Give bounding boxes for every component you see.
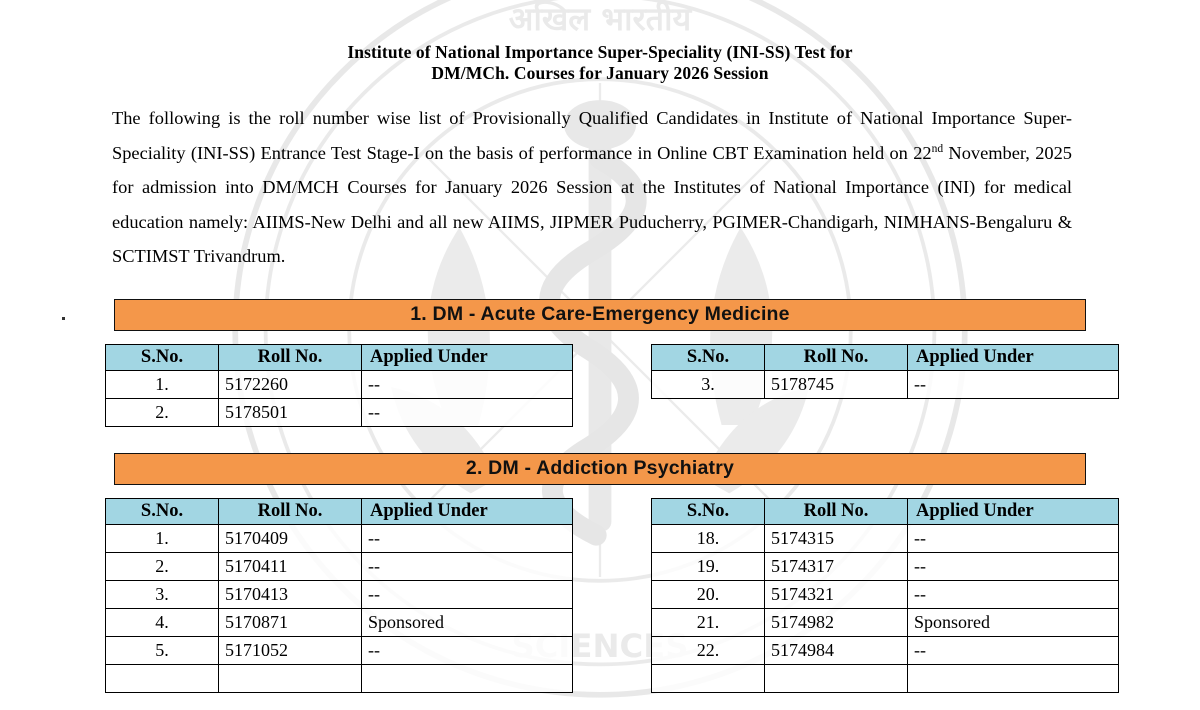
section-1-right-table: S.No. Roll No. Applied Under 3. 5178745 …	[651, 343, 1119, 399]
cell-sno: 4.	[105, 607, 219, 637]
cell-applied-under: --	[907, 523, 1119, 553]
cell-roll-no: 5170409	[218, 523, 362, 553]
column-header-roll-no: Roll No.	[218, 497, 362, 525]
cell-roll-no: 5170871	[218, 607, 362, 637]
cell-sno: 2.	[105, 397, 219, 427]
column-header-roll-no: Roll No.	[764, 497, 908, 525]
cell-roll-no: 5174982	[764, 607, 908, 637]
cell-sno: 1.	[105, 369, 219, 399]
margin-dot-mark	[62, 317, 65, 320]
cell-sno: 22.	[651, 635, 765, 665]
cell-sno: 21.	[651, 607, 765, 637]
table-row: 21. 5174982 Sponsored	[651, 607, 1119, 637]
column-header-applied-under: Applied Under	[907, 497, 1119, 525]
page-title-line-2: DM/MCh. Courses for January 2026 Session	[431, 63, 769, 83]
cell-applied-under: --	[361, 579, 573, 609]
cell-applied-under: --	[907, 369, 1119, 399]
cell-applied-under: --	[361, 635, 573, 665]
table-row: 4. 5170871 Sponsored	[105, 607, 573, 637]
intro-paragraph: The following is the roll number wise li…	[112, 101, 1072, 274]
cell-roll-no: 5174315	[764, 523, 908, 553]
intro-text-part-2: November, 2025 for admission into DM/MCH…	[112, 142, 1072, 267]
cell-roll-no	[764, 663, 908, 693]
table-row: 3. 5170413 --	[105, 579, 573, 609]
cell-sno: 18.	[651, 523, 765, 553]
table-row: 22. 5174984 --	[651, 635, 1119, 665]
column-header-roll-no: Roll No.	[764, 343, 908, 371]
cell-roll-no: 5172260	[218, 369, 362, 399]
table-row: 2. 5170411 --	[105, 551, 573, 581]
cell-applied-under: --	[907, 635, 1119, 665]
cell-sno: 2.	[105, 551, 219, 581]
cell-sno: 3.	[105, 579, 219, 609]
cell-sno: 20.	[651, 579, 765, 609]
cell-roll-no: 5174321	[764, 579, 908, 609]
section-1-tables: S.No. Roll No. Applied Under 1. 5172260 …	[0, 343, 1200, 427]
cell-applied-under	[907, 663, 1119, 693]
column-header-roll-no: Roll No.	[218, 343, 362, 371]
column-header-sno: S.No.	[105, 497, 219, 525]
table-header-row: S.No. Roll No. Applied Under	[651, 343, 1119, 371]
cell-sno: 3.	[651, 369, 765, 399]
intro-text-part-1: The following is the roll number wise li…	[112, 108, 1072, 163]
cell-sno	[651, 663, 765, 693]
column-header-sno: S.No.	[651, 343, 765, 371]
cell-applied-under: --	[361, 369, 573, 399]
table-row: 20. 5174321 --	[651, 579, 1119, 609]
column-header-applied-under: Applied Under	[361, 343, 573, 371]
column-header-sno: S.No.	[105, 343, 219, 371]
table-row: 2. 5178501 --	[105, 397, 573, 427]
column-header-sno: S.No.	[651, 497, 765, 525]
cell-applied-under: --	[361, 551, 573, 581]
cell-applied-under: Sponsored	[907, 607, 1119, 637]
cell-applied-under	[361, 663, 573, 693]
table-row: 1. 5172260 --	[105, 369, 573, 399]
section-2-tables: S.No. Roll No. Applied Under 1. 5170409 …	[0, 497, 1200, 693]
cell-roll-no: 5170413	[218, 579, 362, 609]
section-1-left-table: S.No. Roll No. Applied Under 1. 5172260 …	[105, 343, 573, 427]
cell-sno: 19.	[651, 551, 765, 581]
table-row: 5. 5171052 --	[105, 635, 573, 665]
cell-applied-under: Sponsored	[361, 607, 573, 637]
cell-sno: 1.	[105, 523, 219, 553]
column-header-applied-under: Applied Under	[907, 343, 1119, 371]
page-title: Institute of National Importance Super-S…	[0, 0, 1200, 84]
cell-roll-no: 5178501	[218, 397, 362, 427]
cell-sno	[105, 663, 219, 693]
section-2-wrapper: 2. DM - Addiction Psychiatry	[0, 452, 1200, 485]
cell-applied-under: --	[907, 579, 1119, 609]
table-header-row: S.No. Roll No. Applied Under	[651, 497, 1119, 525]
page-title-line-1: Institute of National Importance Super-S…	[347, 42, 853, 62]
table-header-row: S.No. Roll No. Applied Under	[105, 497, 573, 525]
table-header-row: S.No. Roll No. Applied Under	[105, 343, 573, 371]
table-row-partial	[651, 663, 1119, 693]
cell-roll-no: 5174317	[764, 551, 908, 581]
cell-applied-under: --	[907, 551, 1119, 581]
cell-roll-no	[218, 663, 362, 693]
section-2-left-table: S.No. Roll No. Applied Under 1. 5170409 …	[105, 497, 573, 693]
document-page: Institute of National Importance Super-S…	[0, 0, 1200, 693]
intro-ordinal-superscript: nd	[931, 142, 944, 155]
column-header-applied-under: Applied Under	[361, 497, 573, 525]
cell-sno: 5.	[105, 635, 219, 665]
cell-roll-no: 5171052	[218, 635, 362, 665]
section-heading-bar-1: 1. DM - Acute Care-Emergency Medicine	[114, 298, 1086, 331]
table-row: 19. 5174317 --	[651, 551, 1119, 581]
cell-roll-no: 5174984	[764, 635, 908, 665]
section-1-wrapper: 1. DM - Acute Care-Emergency Medicine	[0, 298, 1200, 331]
table-row: 1. 5170409 --	[105, 523, 573, 553]
table-row-partial	[105, 663, 573, 693]
section-heading-bar-2: 2. DM - Addiction Psychiatry	[114, 452, 1086, 485]
cell-applied-under: --	[361, 397, 573, 427]
cell-roll-no: 5170411	[218, 551, 362, 581]
cell-applied-under: --	[361, 523, 573, 553]
cell-roll-no: 5178745	[764, 369, 908, 399]
table-row: 18. 5174315 --	[651, 523, 1119, 553]
table-row: 3. 5178745 --	[651, 369, 1119, 399]
section-2-right-table: S.No. Roll No. Applied Under 18. 5174315…	[651, 497, 1119, 693]
